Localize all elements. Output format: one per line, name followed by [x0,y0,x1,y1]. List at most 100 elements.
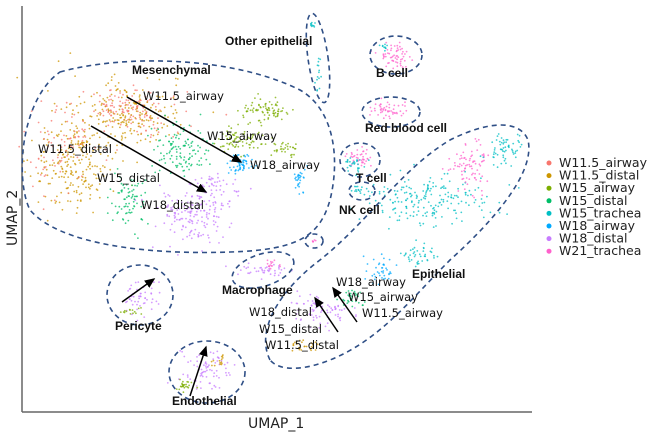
point [47,182,50,185]
point [213,364,216,367]
point [212,142,214,145]
point [346,161,349,163]
point [284,151,286,153]
point [23,160,25,163]
point [51,164,54,167]
point [441,216,443,218]
point [239,168,242,171]
point [58,201,61,204]
point [242,114,245,117]
point [228,125,230,127]
point [245,142,248,145]
point [184,226,187,229]
point [511,148,513,151]
point [138,100,140,103]
point [155,139,158,141]
point [365,148,368,151]
point [426,259,429,262]
point [65,170,68,173]
point [261,269,264,272]
point [163,155,165,157]
point [130,122,133,125]
point [103,166,106,169]
point [478,205,481,208]
point [127,195,130,197]
point [453,194,456,197]
point [114,172,116,175]
point [120,135,123,138]
point [298,339,301,342]
point [338,317,341,320]
point [293,153,295,156]
point [46,130,49,133]
point [328,329,330,332]
point [235,143,238,146]
point [88,143,91,146]
point [440,187,442,190]
point [298,185,300,188]
point [137,307,140,310]
point [463,169,466,172]
point [385,41,388,44]
point [102,110,105,113]
point [246,136,249,139]
point [457,190,460,192]
point [346,302,349,304]
point [44,166,47,168]
point [316,78,318,81]
point [96,91,98,94]
point [382,57,385,60]
point [117,122,120,125]
point [373,107,376,110]
point [89,115,92,118]
point [112,190,115,193]
point [206,212,208,214]
point [183,159,185,161]
point [60,138,63,141]
point [491,141,494,144]
point [170,97,173,100]
point [123,205,126,208]
label-other-epithelial: Other epithelial [225,34,312,48]
point [384,108,387,111]
point [51,109,53,112]
point [279,265,281,268]
point [299,174,301,177]
point [118,192,121,194]
point [158,78,161,81]
point [404,101,406,104]
point [188,162,191,165]
point [205,213,208,216]
point [351,153,353,156]
point [180,201,183,204]
point [273,114,275,117]
point [512,153,515,155]
point [217,176,219,179]
point [298,193,301,195]
point [215,375,218,377]
point [129,104,132,107]
point [173,220,176,223]
point [76,206,79,209]
point [82,173,84,176]
point [215,230,218,232]
point [45,160,48,163]
point [124,107,127,109]
label-mesenchymal: Mesenchymal [132,63,211,77]
point [374,103,377,106]
point [70,102,73,105]
point [136,130,139,133]
point [266,269,269,272]
point [232,154,235,157]
point [54,111,57,114]
point [128,191,131,193]
point [55,109,57,111]
point [108,109,110,112]
point [355,185,357,188]
point [499,143,502,146]
point [63,144,66,147]
point [212,204,215,206]
point [110,79,113,81]
point [29,175,32,178]
point [140,218,143,221]
